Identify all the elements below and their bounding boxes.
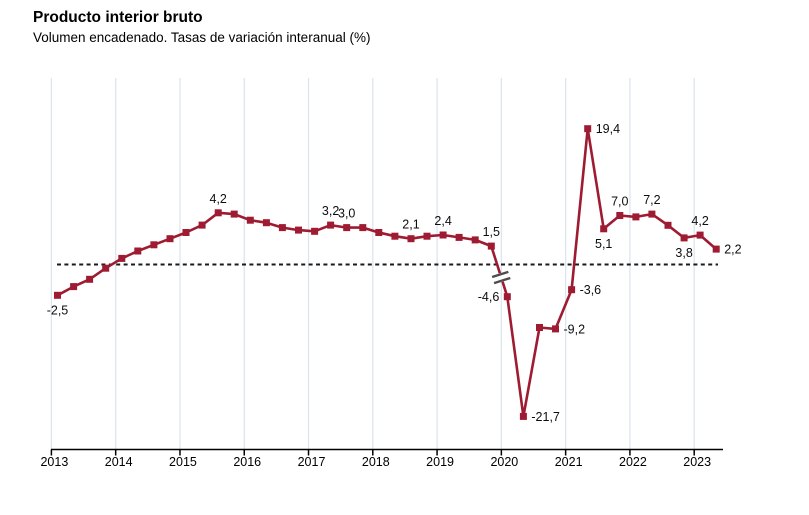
data-point-marker [262, 219, 270, 227]
data-point-marker [102, 264, 110, 272]
data-point-label: 3,0 [338, 207, 355, 221]
data-point-label: 4,2 [210, 192, 227, 206]
data-point-marker [712, 245, 720, 253]
data-point-label: 19,4 [596, 122, 620, 136]
data-point-marker [696, 231, 704, 239]
data-point-marker [616, 212, 624, 219]
data-point-marker [600, 225, 608, 233]
data-point-marker [391, 232, 399, 240]
data-point-marker [343, 224, 351, 232]
data-point-marker [198, 221, 206, 229]
data-point-label: -2,5 [47, 303, 69, 317]
x-axis-year-label: 2019 [426, 455, 454, 469]
data-point-marker [632, 213, 640, 221]
data-point-marker [246, 216, 254, 224]
data-point-label: 1,5 [483, 225, 500, 239]
x-axis-year-label: 2015 [169, 455, 197, 469]
data-point-label: -9,2 [564, 322, 586, 336]
data-point-label: 5,1 [595, 237, 612, 251]
scale-break-mark [491, 270, 512, 285]
data-point-label: -3,6 [580, 283, 602, 297]
data-point-marker [359, 224, 367, 232]
scale-break-part [493, 276, 511, 285]
x-axis-year-label: 2016 [233, 455, 261, 469]
data-point-label: 3,2 [322, 204, 339, 218]
scale-break-part [491, 270, 512, 285]
x-axis-year-label: 2014 [105, 455, 133, 469]
x-axis-year-label: 2022 [619, 455, 647, 469]
data-point-label: -4,6 [478, 290, 500, 304]
data-point-marker [568, 286, 576, 294]
data-point-label: -21,7 [531, 410, 560, 424]
data-point-marker [536, 324, 543, 331]
x-axis-year-label: 2013 [40, 455, 68, 469]
data-point-marker [86, 275, 94, 283]
data-point-marker [423, 232, 431, 240]
data-point-marker [70, 283, 78, 291]
data-point-marker [278, 224, 286, 232]
gdp-series-line [56, 127, 718, 418]
data-point-label: 2,2 [724, 243, 741, 257]
data-point-marker [680, 234, 688, 242]
chart-header: Producto interior bruto Volumen encadena… [33, 8, 370, 47]
x-axis-year-label: 2020 [490, 455, 518, 469]
data-point-marker [182, 229, 190, 236]
x-axis-year-label: 2023 [683, 455, 711, 469]
scale-break-part [491, 270, 509, 279]
data-point-marker [471, 236, 479, 244]
data-point-label: 3,8 [675, 246, 692, 260]
x-axis-year-label: 2017 [298, 455, 326, 469]
data-point-marker [648, 210, 656, 218]
data-point-marker [487, 242, 495, 250]
x-axis-year-label: 2018 [362, 455, 390, 469]
data-point-marker [134, 247, 142, 255]
data-point-marker [503, 293, 511, 301]
data-point-marker [375, 229, 383, 236]
x-axis-year-label: 2021 [555, 455, 583, 469]
data-point-marker [166, 235, 174, 243]
data-point-label: 2,4 [434, 214, 451, 228]
data-point-marker [214, 209, 222, 217]
data-point-marker [54, 291, 61, 299]
data-point-label: 4,2 [691, 214, 708, 228]
data-point-marker [455, 233, 463, 241]
data-point-marker [407, 235, 415, 243]
data-point-marker [230, 210, 238, 218]
data-point-marker [439, 231, 447, 239]
page-subtitle: Volumen encadenado. Tasas de variación i… [33, 29, 371, 45]
data-point-marker [118, 254, 126, 262]
data-point-marker [552, 325, 559, 333]
data-point-label: 2,1 [402, 218, 419, 232]
data-point-marker [311, 227, 319, 235]
data-point-marker [584, 125, 592, 133]
data-point-marker [295, 226, 302, 234]
data-point-label: 7,2 [643, 193, 660, 207]
data-point-marker [519, 412, 527, 420]
data-point-marker [150, 241, 158, 249]
data-point-marker [664, 221, 672, 229]
data-point-marker [327, 221, 335, 229]
page-title: Producto interior bruto [33, 9, 203, 26]
data-point-label: 7,0 [611, 195, 628, 209]
